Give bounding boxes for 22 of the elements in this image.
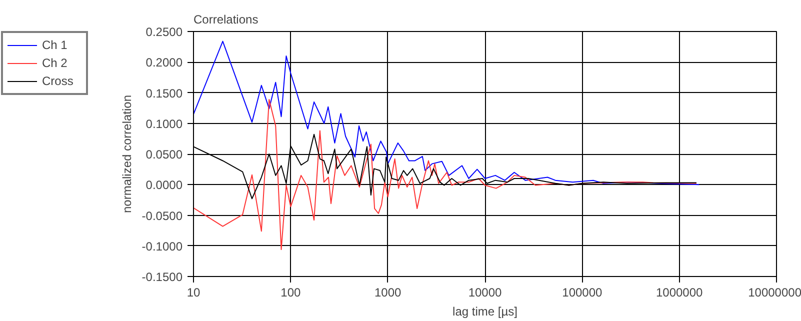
x-tick-label: 10000000 [748, 286, 801, 300]
x-tick-label: 1000000 [656, 286, 704, 300]
x-tick-label: 10 [186, 286, 200, 300]
y-tick-label: -0.1500 [142, 270, 183, 284]
y-tick-label: 0.0000 [146, 178, 183, 192]
y-tick-label: 0.0500 [146, 148, 183, 162]
y-tick-label: 0.1500 [146, 86, 183, 100]
y-tick-label: 0.2000 [146, 56, 183, 70]
x-tick-label: 10000 [468, 286, 502, 300]
legend-label: Cross [42, 74, 74, 88]
legend-label: Ch 1 [42, 38, 68, 52]
legend-label: Ch 2 [42, 56, 68, 70]
x-tick-label: 100 [280, 286, 302, 300]
y-axis-title: normalized correlation [120, 94, 134, 214]
y-tick-label: 0.1000 [146, 116, 183, 131]
y-tick-label: -0.0500 [142, 208, 183, 223]
y-tick-label: 0.2500 [146, 25, 183, 39]
y-tick-label: -0.1000 [142, 239, 183, 254]
x-tick-label: 100000 [562, 286, 603, 300]
x-axis-title: lag time [µs] [452, 304, 518, 318]
chart-title: Correlations [194, 12, 258, 26]
x-tick-label: 1000 [374, 286, 402, 300]
